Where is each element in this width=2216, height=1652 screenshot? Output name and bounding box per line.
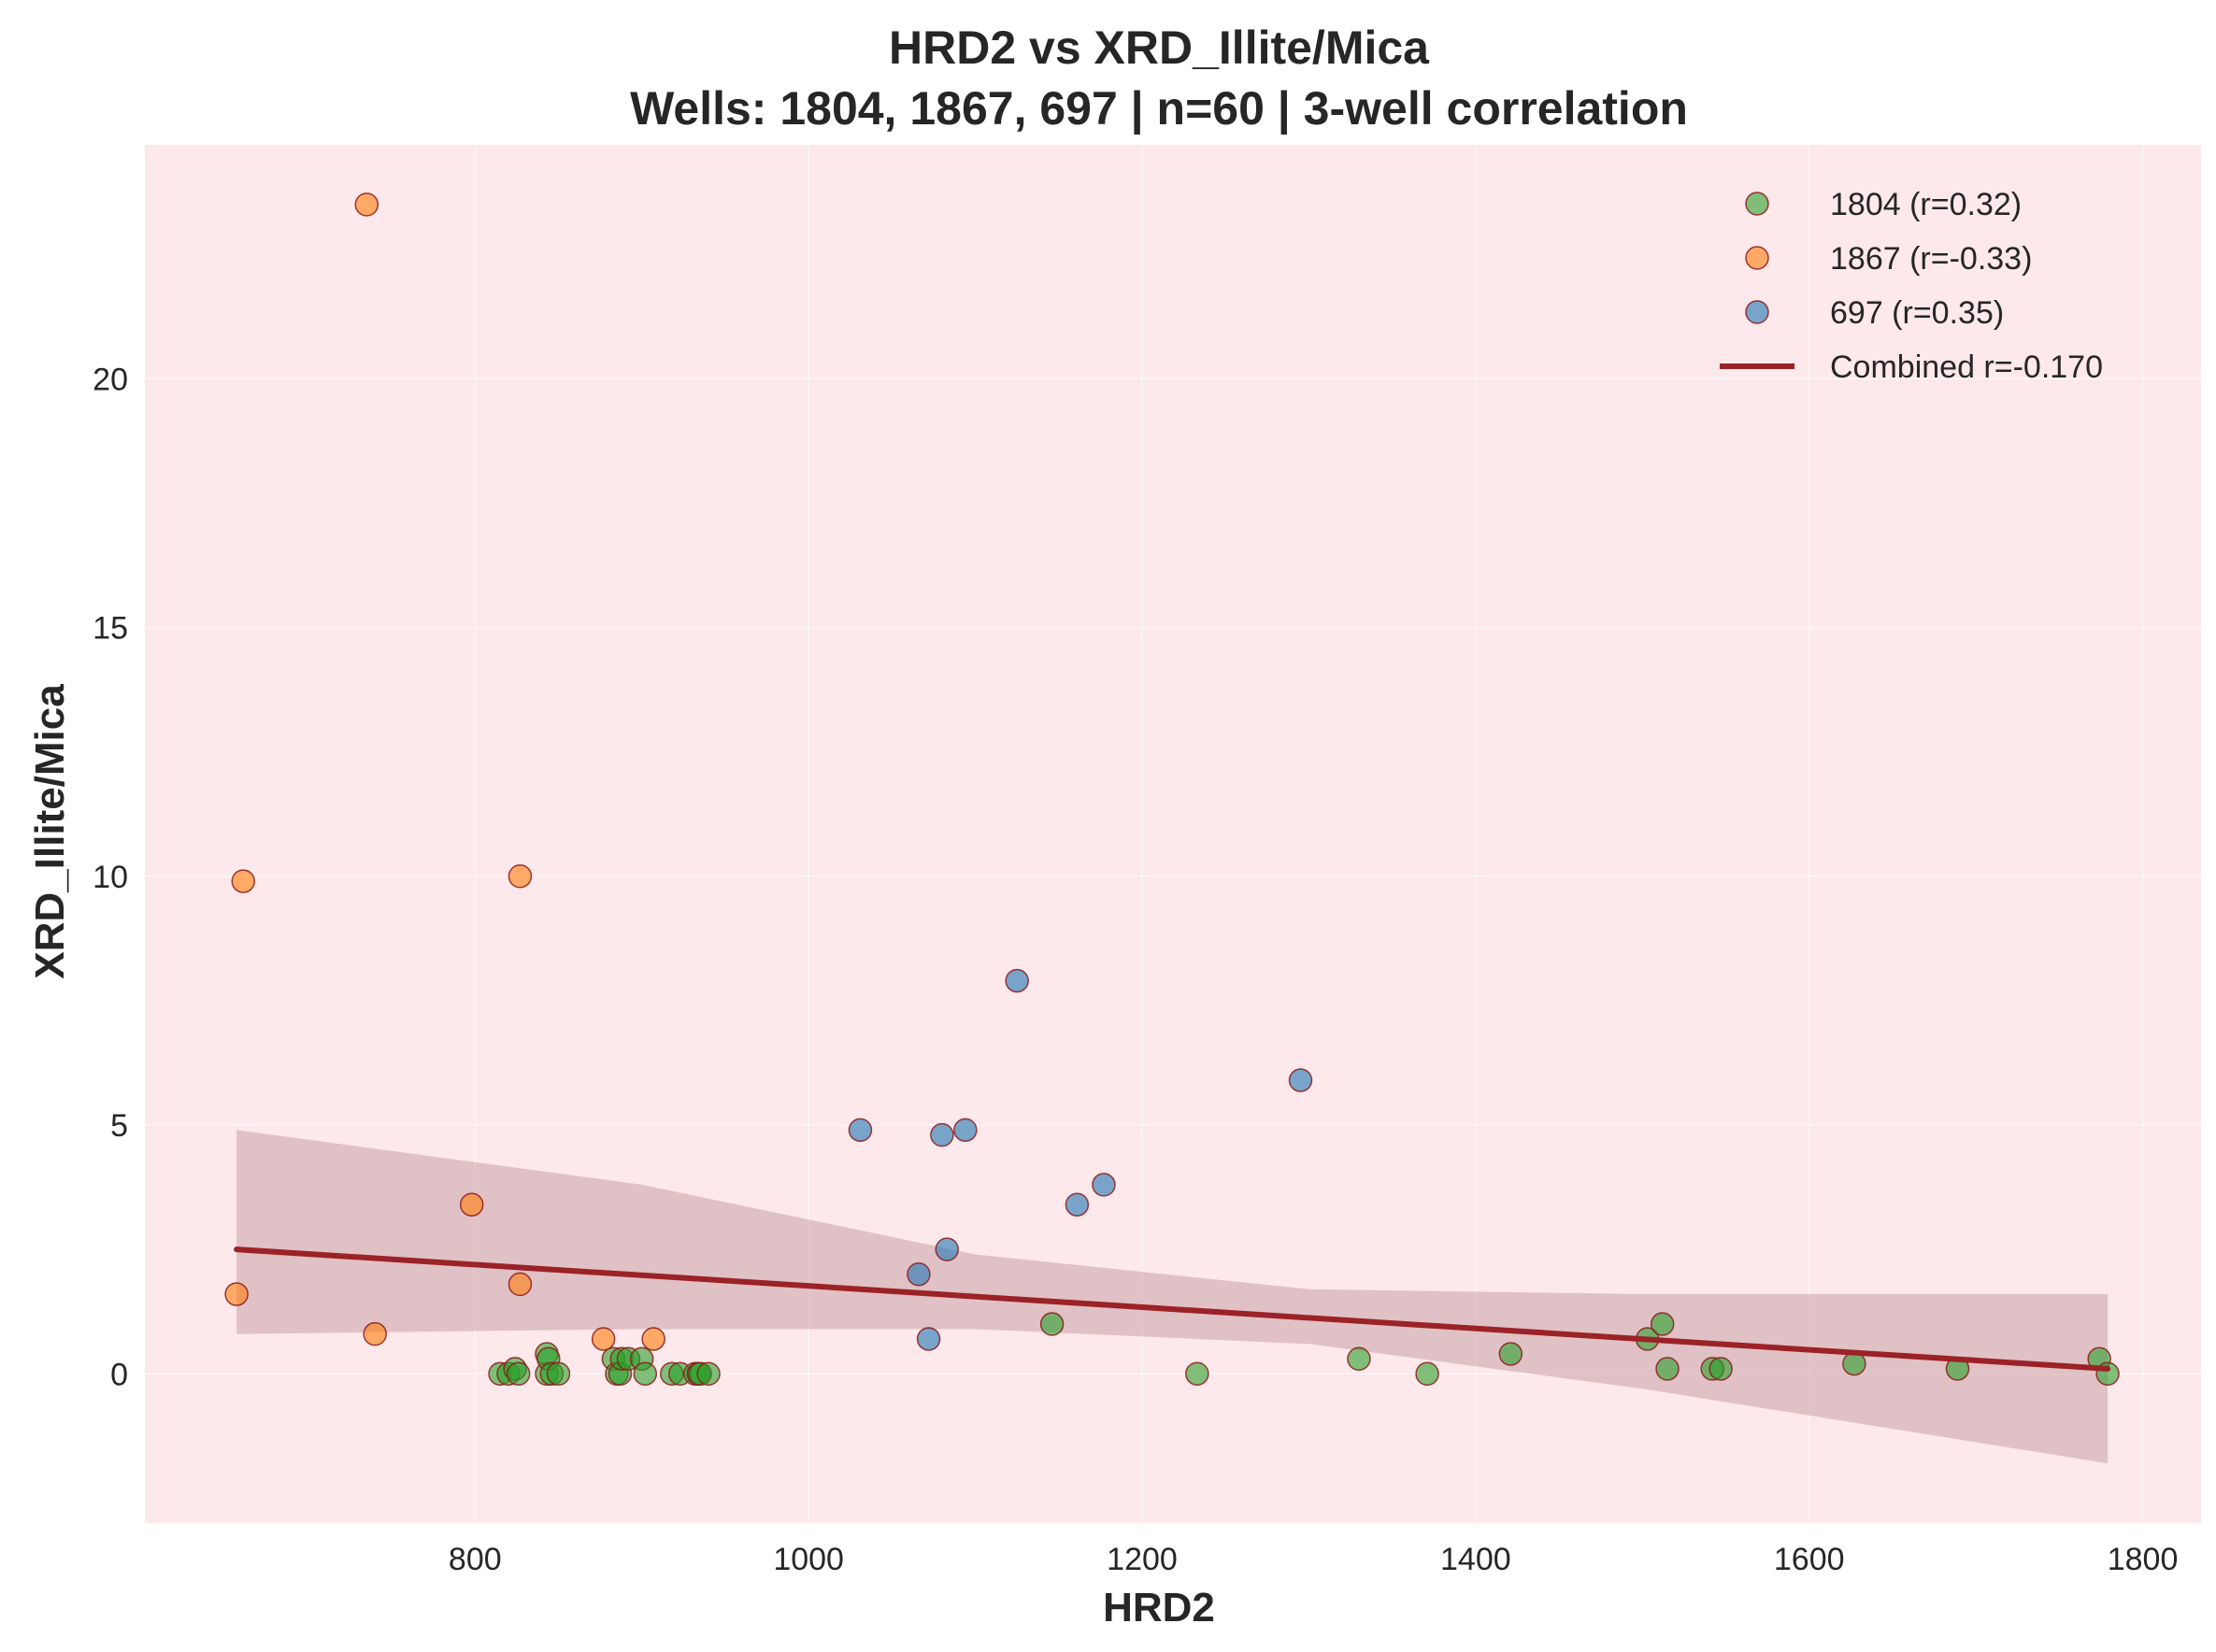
data-point-series-1: [1039, 1312, 1065, 1336]
data-point-series-3: [916, 1327, 941, 1351]
y-axis-label: XRD_Illite/Mica: [27, 684, 73, 979]
x-tick-label: 1000: [773, 1542, 844, 1577]
data-point-series-1: [506, 1361, 531, 1387]
data-point-series-2: [641, 1327, 665, 1351]
regression-line: [234, 1246, 2111, 1372]
legend-label: Combined r=-0.170: [1830, 349, 2103, 385]
confidence-band-group: [236, 1130, 2109, 1464]
y-tick-label: 20: [93, 362, 128, 397]
data-point-series-1: [633, 1361, 658, 1387]
y-tick-label: 5: [110, 1108, 128, 1144]
data-point-series-1: [1650, 1312, 1675, 1336]
data-point-series-1: [1185, 1361, 1209, 1387]
data-point-series-2: [354, 192, 379, 217]
data-point-series-3: [1288, 1068, 1313, 1092]
data-points-group: [224, 192, 2120, 1387]
x-tick-label: 800: [449, 1542, 502, 1577]
y-tick-label: 0: [110, 1357, 128, 1392]
confidence-band: [236, 1130, 2109, 1464]
data-point-series-3: [953, 1118, 978, 1143]
data-point-series-2: [508, 1272, 533, 1297]
legend-marker: [1745, 300, 1769, 324]
data-point-series-1: [1415, 1361, 1439, 1387]
data-point-series-2: [508, 864, 533, 889]
legend-marker: [1745, 246, 1769, 270]
chart-title: HRD2 vs XRD_Illite/Mica: [889, 21, 1430, 74]
legend: 1804 (r=0.32) 1867 (r=-0.33) 697 (r=0.35) C…: [1720, 187, 2103, 385]
x-tick-label: 1600: [1774, 1542, 1845, 1577]
data-point-series-3: [907, 1262, 931, 1287]
legend-marker: [1745, 192, 1769, 216]
legend-label: 1804 (r=0.32): [1830, 187, 2022, 222]
data-point-series-3: [1005, 968, 1029, 993]
x-tick-label: 1400: [1440, 1542, 1511, 1577]
data-point-series-2: [231, 869, 256, 893]
data-point-series-2: [224, 1282, 249, 1306]
data-point-series-2: [591, 1327, 616, 1351]
legend-label: 1867 (r=-0.33): [1830, 241, 2032, 277]
data-point-series-1: [1347, 1346, 1371, 1372]
x-axis-label: HRD2: [1103, 1585, 1215, 1631]
data-point-series-3: [848, 1118, 873, 1143]
x-tick-label: 1200: [1107, 1542, 1178, 1577]
y-tick-label: 10: [93, 860, 128, 895]
fit-line-group: [234, 1246, 2111, 1372]
data-point-series-3: [1092, 1173, 1116, 1197]
data-point-series-1: [1708, 1357, 1733, 1381]
data-point-series-2: [363, 1321, 387, 1346]
data-point-series-1: [696, 1361, 721, 1387]
grid-lines: [145, 145, 2201, 1523]
data-point-series-3: [930, 1122, 954, 1147]
data-point-series-2: [459, 1192, 484, 1217]
legend-label: 697 (r=0.35): [1830, 295, 2004, 331]
chart-subtitle: Wells: 1804, 1867, 697 | n=60 | 3-well c…: [630, 82, 1688, 135]
data-point-series-3: [1065, 1192, 1090, 1217]
data-point-series-1: [546, 1361, 571, 1387]
x-tick-labels: 800 1000 1200 1400 1600 1800: [449, 1542, 2178, 1577]
y-tick-label: 15: [93, 611, 128, 647]
data-point-series-1: [1498, 1342, 1523, 1366]
x-tick-label: 1800: [2108, 1542, 2179, 1577]
data-point-series-1: [1842, 1351, 1866, 1376]
data-point-series-3: [935, 1237, 959, 1261]
data-point-series-1: [1655, 1357, 1680, 1381]
y-tick-labels: 0 5 10 15 20: [93, 362, 128, 1392]
